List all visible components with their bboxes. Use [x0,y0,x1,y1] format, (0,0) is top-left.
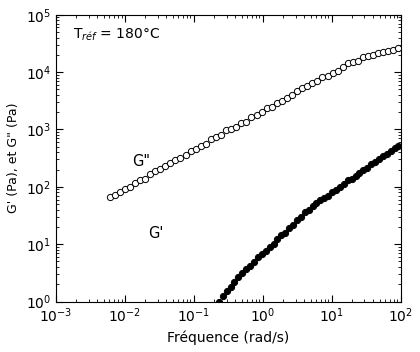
X-axis label: Fréquence (rad/s): Fréquence (rad/s) [167,331,289,345]
Text: G": G" [133,154,150,169]
Text: G': G' [148,226,164,241]
Text: T$_{réf}$ = 180°C: T$_{réf}$ = 180°C [73,26,160,43]
Y-axis label: G' (Pa), et G" (Pa): G' (Pa), et G" (Pa) [7,103,20,213]
